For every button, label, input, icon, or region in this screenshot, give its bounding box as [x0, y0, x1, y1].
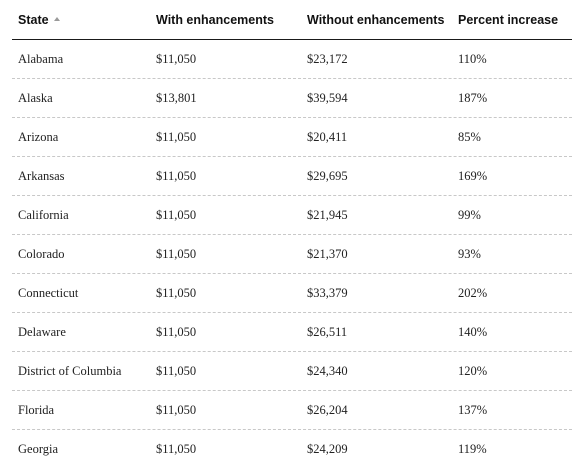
table-row: Arizona $11,050 $20,411 85%	[12, 118, 572, 157]
table-body: Alabama $11,050 $23,172 110% Alaska $13,801 $3…	[12, 40, 572, 469]
cell-without-enhancements: $39,594	[307, 90, 348, 105]
cell-without-enhancements: $23,172	[307, 51, 348, 66]
table-row: Alaska $13,801 $39,594 187%	[12, 79, 572, 118]
table-row: Connecticut $11,050 $33,379 202%	[12, 274, 572, 313]
cell-state: Florida	[18, 402, 55, 417]
table-header: State With enhancements Without enhancem…	[12, 0, 572, 40]
cell-state: Delaware	[18, 324, 66, 339]
table-row: Delaware $11,050 $26,511 140%	[12, 313, 572, 352]
cell-state: Alaska	[18, 90, 53, 105]
cell-percent-increase: 85%	[458, 129, 481, 144]
cell-without-enhancements: $21,370	[307, 246, 348, 261]
cell-state: California	[18, 207, 69, 222]
cell-with-enhancements: $11,050	[156, 324, 197, 339]
cell-with-enhancements: $11,050	[156, 129, 197, 144]
table-row: District of Columbia $11,050 $24,340 120%	[12, 352, 572, 391]
cell-percent-increase: 93%	[458, 246, 481, 261]
cell-percent-increase: 187%	[458, 90, 488, 105]
header-state-label: State	[18, 12, 49, 27]
cell-state: Arkansas	[18, 168, 65, 183]
header-without-label: Without enhancements	[307, 12, 445, 27]
table-row: Arkansas $11,050 $29,695 169%	[12, 157, 572, 196]
header-state[interactable]: State	[12, 13, 156, 27]
cell-state: Connecticut	[18, 285, 79, 300]
header-without-enhancements[interactable]: Without enhancements	[307, 13, 458, 27]
cell-with-enhancements: $11,050	[156, 246, 197, 261]
cell-with-enhancements: $11,050	[156, 402, 197, 417]
table-row: Florida $11,050 $26,204 137%	[12, 391, 572, 430]
cell-state: District of Columbia	[18, 363, 122, 378]
cell-without-enhancements: $24,340	[307, 363, 348, 378]
cell-percent-increase: 120%	[458, 363, 488, 378]
cell-state: Alabama	[18, 51, 64, 66]
cell-without-enhancements: $29,695	[307, 168, 348, 183]
header-pct-label: Percent increase	[458, 12, 559, 27]
table-row: California $11,050 $21,945 99%	[12, 196, 572, 235]
header-with-enhancements[interactable]: With enhancements	[156, 13, 307, 27]
cell-percent-increase: 99%	[458, 207, 481, 222]
header-percent-increase[interactable]: Percent increase	[458, 13, 572, 27]
sort-ascending-icon[interactable]	[53, 16, 60, 21]
cell-percent-increase: 137%	[458, 402, 488, 417]
cell-percent-increase: 110%	[458, 51, 487, 66]
table-row: Colorado $11,050 $21,370 93%	[12, 235, 572, 274]
cell-state: Arizona	[18, 129, 59, 144]
cell-with-enhancements: $11,050	[156, 363, 197, 378]
cell-without-enhancements: $24,209	[307, 442, 348, 456]
cell-without-enhancements: $26,204	[307, 402, 348, 417]
cell-with-enhancements: $11,050	[156, 51, 197, 66]
header-with-label: With enhancements	[156, 12, 274, 27]
cell-without-enhancements: $20,411	[307, 129, 348, 144]
cell-with-enhancements: $11,050	[156, 285, 197, 300]
cell-without-enhancements: $21,945	[307, 207, 348, 222]
cell-percent-increase: 202%	[458, 285, 488, 300]
cell-percent-increase: 169%	[458, 168, 488, 183]
table-row: Georgia $11,050 $24,209 119%	[12, 430, 572, 469]
cell-with-enhancements: $11,050	[156, 207, 197, 222]
cell-state: Colorado	[18, 246, 65, 261]
cell-without-enhancements: $26,511	[307, 324, 348, 339]
cell-percent-increase: 119%	[458, 442, 487, 456]
cell-without-enhancements: $33,379	[307, 285, 348, 300]
cell-with-enhancements: $11,050	[156, 168, 197, 183]
table-row: Alabama $11,050 $23,172 110%	[12, 40, 572, 79]
cell-state: Georgia	[18, 442, 59, 456]
cell-with-enhancements: $13,801	[156, 90, 197, 105]
data-table: State With enhancements Without enhancem…	[12, 0, 572, 469]
cell-percent-increase: 140%	[458, 324, 488, 339]
cell-with-enhancements: $11,050	[156, 442, 197, 456]
